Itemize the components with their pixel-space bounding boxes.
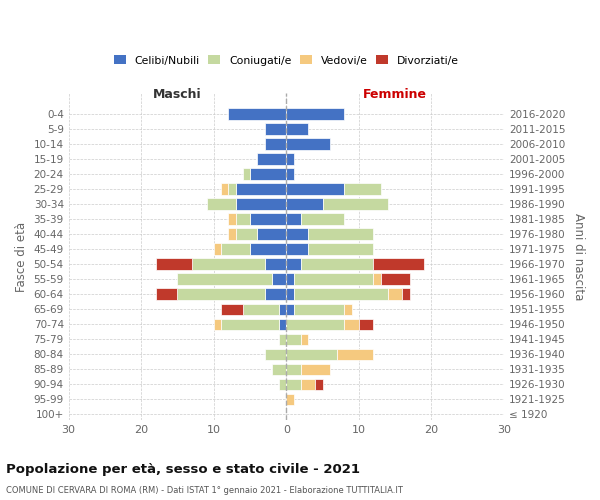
Bar <box>178 288 265 300</box>
Bar <box>265 124 286 135</box>
Bar <box>308 228 373 240</box>
Bar <box>301 378 316 390</box>
Text: COMUNE DI CERVARA DI ROMA (RM) - Dati ISTAT 1° gennaio 2021 - Elaborazione TUTTI: COMUNE DI CERVARA DI ROMA (RM) - Dati IS… <box>6 486 403 495</box>
Bar <box>286 168 293 180</box>
Text: Maschi: Maschi <box>153 88 202 102</box>
Bar <box>293 304 344 315</box>
Bar <box>272 274 286 285</box>
Bar <box>286 304 293 315</box>
Bar <box>301 334 308 345</box>
Bar <box>301 214 344 225</box>
Bar <box>221 318 279 330</box>
Bar <box>286 318 344 330</box>
Bar <box>286 258 301 270</box>
Bar <box>228 184 236 195</box>
Bar <box>156 258 192 270</box>
Bar <box>286 348 337 360</box>
Bar <box>236 184 286 195</box>
Bar <box>221 184 228 195</box>
Bar <box>228 214 236 225</box>
Bar <box>236 198 286 210</box>
Bar <box>286 124 308 135</box>
Bar <box>286 378 301 390</box>
Bar <box>214 244 221 255</box>
Bar <box>286 138 330 150</box>
Bar <box>301 258 373 270</box>
Bar <box>403 288 410 300</box>
Bar <box>286 334 301 345</box>
Bar <box>236 214 250 225</box>
Bar <box>156 288 178 300</box>
Bar <box>286 214 301 225</box>
Bar <box>250 244 286 255</box>
Bar <box>279 304 286 315</box>
Legend: Celibi/Nubili, Coniugati/e, Vedovi/e, Divorziati/e: Celibi/Nubili, Coniugati/e, Vedovi/e, Di… <box>112 53 461 68</box>
Bar <box>286 108 344 120</box>
Bar <box>250 214 286 225</box>
Bar <box>286 228 308 240</box>
Bar <box>286 198 323 210</box>
Bar <box>192 258 265 270</box>
Bar <box>380 274 410 285</box>
Bar <box>265 138 286 150</box>
Bar <box>265 258 286 270</box>
Bar <box>221 244 250 255</box>
Bar <box>293 288 388 300</box>
Bar <box>221 304 243 315</box>
Bar <box>286 274 293 285</box>
Bar <box>286 184 344 195</box>
Bar <box>272 364 286 376</box>
Bar <box>388 288 403 300</box>
Bar <box>293 274 373 285</box>
Bar <box>373 274 380 285</box>
Y-axis label: Fasce di età: Fasce di età <box>15 222 28 292</box>
Y-axis label: Anni di nascita: Anni di nascita <box>572 213 585 300</box>
Bar <box>214 318 221 330</box>
Bar <box>286 154 293 165</box>
Bar <box>344 318 359 330</box>
Bar <box>228 228 236 240</box>
Bar <box>279 378 286 390</box>
Bar <box>265 348 286 360</box>
Bar <box>250 168 286 180</box>
Bar <box>344 184 380 195</box>
Bar <box>236 228 257 240</box>
Bar <box>279 334 286 345</box>
Bar <box>286 288 293 300</box>
Bar <box>286 244 308 255</box>
Bar <box>279 318 286 330</box>
Bar <box>359 318 373 330</box>
Bar <box>344 304 352 315</box>
Bar <box>265 288 286 300</box>
Text: Femmine: Femmine <box>363 88 427 102</box>
Bar <box>286 394 293 406</box>
Bar <box>373 258 424 270</box>
Bar <box>228 108 286 120</box>
Bar <box>337 348 373 360</box>
Text: Popolazione per età, sesso e stato civile - 2021: Popolazione per età, sesso e stato civil… <box>6 462 360 475</box>
Bar <box>286 364 301 376</box>
Bar <box>206 198 236 210</box>
Bar <box>243 304 279 315</box>
Bar <box>257 154 286 165</box>
Bar <box>178 274 272 285</box>
Bar <box>301 364 330 376</box>
Bar <box>243 168 250 180</box>
Bar <box>316 378 323 390</box>
Bar <box>323 198 388 210</box>
Bar <box>308 244 373 255</box>
Bar <box>257 228 286 240</box>
